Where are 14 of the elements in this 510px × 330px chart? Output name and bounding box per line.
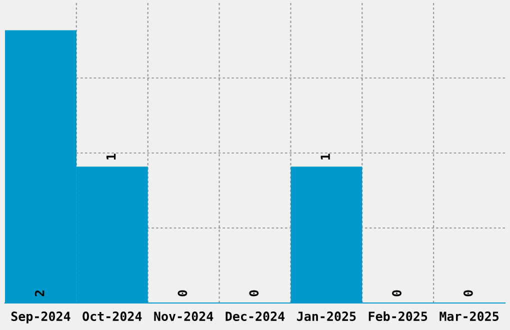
data-label: 0: [392, 290, 402, 296]
x-tick-label: Oct-2024: [82, 312, 142, 322]
data-label: 0: [463, 290, 473, 296]
x-tick-label: Sep-2024: [11, 312, 70, 324]
x-tick-label: Dec-2024: [226, 312, 285, 322]
x-tick-label: Nov-2024: [154, 312, 214, 322]
data-label: 1: [320, 154, 330, 160]
data-label: 2: [34, 290, 44, 296]
data-label: 0: [249, 290, 259, 296]
data-label: 0: [178, 290, 188, 296]
x-tick-label: Mar-2025: [440, 312, 499, 322]
x-tick-label: Feb-2025: [368, 311, 428, 322]
data-label: 1: [106, 154, 116, 160]
x-tick-label: Jan-2025: [296, 312, 356, 322]
